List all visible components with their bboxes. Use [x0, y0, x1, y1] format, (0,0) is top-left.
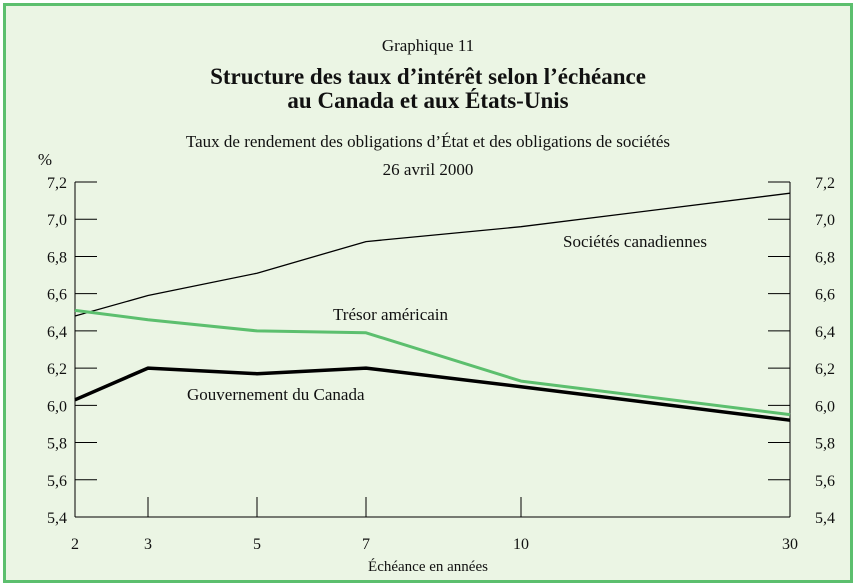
chart-date: 26 avril 2000: [382, 160, 474, 179]
series-line-tresor-americain: [74, 308, 791, 417]
y-axis-unit-label: %: [38, 150, 52, 169]
y-tick-label-left: 6,4: [47, 324, 67, 341]
y-tick-label-right: 6,6: [815, 287, 835, 304]
x-tick-label: 30: [782, 536, 798, 553]
series-label-gouvernement-du-canada: Gouvernement du Canada: [187, 385, 365, 404]
y-tick-label-right: 6,4: [815, 324, 835, 341]
y-tick-label-right: 7,0: [815, 212, 835, 229]
series-label-societes-canadiennes: Sociétés canadiennes: [563, 232, 707, 251]
y-tick-label-left: 7,0: [47, 212, 67, 229]
chart-title-line2: au Canada et aux États-Unis: [287, 88, 569, 113]
y-tick-label-right: 5,4: [815, 510, 835, 527]
x-tick-label: 7: [362, 536, 370, 553]
y-tick-label-left: 6,2: [47, 361, 67, 378]
y-tick-label-left: 6,0: [47, 398, 67, 415]
x-tick-label: 5: [253, 536, 261, 553]
series-line-gouvernement-du-canada: [74, 366, 791, 422]
x-tick-label: 2: [71, 536, 79, 553]
chart-subtitle: Taux de rendement des obligations d’État…: [185, 132, 671, 151]
y-tick-label-left: 5,6: [47, 473, 67, 490]
y-tick-label-right: 7,2: [815, 175, 835, 192]
y-tick-label-left: 6,8: [47, 249, 67, 266]
y-tick-label-right: 6,0: [815, 398, 835, 415]
y-tick-label-left: 6,6: [47, 287, 67, 304]
chart-title: Structure des taux d’intérêt selon l’éch…: [210, 64, 646, 89]
y-tick-label-left: 5,8: [47, 436, 67, 453]
series-line-societes-canadiennes: [74, 192, 791, 317]
y-tick-label-right: 6,2: [815, 361, 835, 378]
x-tick-label: 3: [144, 536, 152, 553]
series-label-tresor-americain: Trésor américain: [333, 305, 449, 324]
chart-frame: [3, 3, 853, 583]
y-tick-label-right: 6,8: [815, 249, 835, 266]
y-tick-label-right: 5,6: [815, 473, 835, 490]
y-tick-label-right: 5,8: [815, 436, 835, 453]
x-axis-title: Échéance en années: [368, 558, 488, 575]
x-tick-label: 10: [513, 536, 529, 553]
y-tick-label-left: 7,2: [47, 175, 67, 192]
y-tick-label-left: 5,4: [47, 510, 67, 527]
chart-label: Graphique 11: [381, 36, 475, 55]
